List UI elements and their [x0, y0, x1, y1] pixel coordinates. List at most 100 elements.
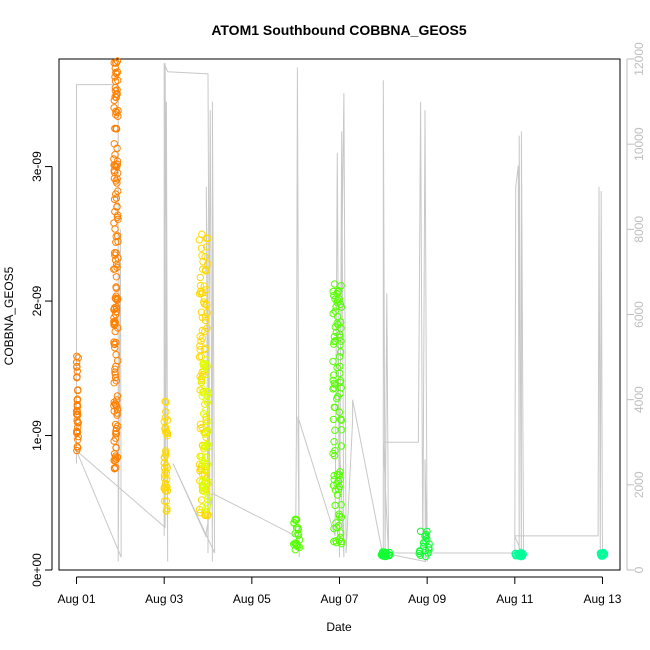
data-point — [380, 552, 388, 560]
data-point — [163, 429, 172, 438]
data-point — [204, 417, 212, 426]
data-point — [331, 337, 339, 345]
data-point — [112, 377, 121, 385]
data-point — [335, 295, 343, 303]
data-point — [336, 533, 345, 541]
data-point — [74, 386, 82, 395]
data-point — [112, 59, 120, 67]
data-point — [111, 256, 120, 264]
data-point — [110, 195, 119, 204]
data-point — [160, 497, 169, 505]
data-point — [202, 396, 210, 404]
data-point — [200, 345, 209, 354]
data-point — [112, 190, 120, 198]
data-point — [110, 174, 119, 183]
data-point — [162, 428, 170, 436]
x-tick-label: Aug 13 — [583, 592, 621, 606]
y-right-tick-label: 6000 — [632, 301, 646, 328]
data-point — [74, 419, 82, 427]
data-point — [74, 432, 82, 441]
data-point — [329, 415, 338, 424]
data-point — [111, 365, 119, 373]
x-axis-label: Date — [326, 620, 352, 634]
axes-group: Aug 01 Aug 03 Aug 05 Aug 07 Aug 09 Aug 11 Aug … — [30, 42, 646, 606]
data-point — [198, 230, 206, 238]
data-point — [335, 485, 343, 494]
data-point — [294, 524, 302, 532]
data-point — [73, 429, 81, 437]
data-point — [332, 303, 340, 311]
data-point — [336, 362, 344, 370]
data-point — [113, 175, 121, 183]
data-point — [416, 551, 425, 559]
data-point — [331, 426, 339, 434]
data-point — [330, 384, 338, 392]
data-point — [293, 540, 301, 548]
data-point — [112, 238, 120, 246]
data-point — [199, 258, 207, 266]
data-point — [73, 407, 82, 416]
data-point — [73, 358, 81, 366]
data-point — [73, 396, 82, 404]
data-point — [423, 527, 431, 536]
data-point — [196, 346, 204, 354]
data-point — [196, 273, 205, 282]
data-point — [113, 57, 122, 65]
y-tick-label: 1e-09 — [30, 420, 44, 451]
data-point — [162, 398, 170, 406]
data-point — [110, 338, 118, 346]
data-point — [110, 265, 118, 273]
data-point — [113, 203, 121, 211]
data-point — [111, 251, 119, 259]
data-point — [425, 544, 433, 552]
data-point — [111, 64, 120, 73]
data-point — [201, 253, 209, 261]
data-point — [196, 342, 204, 350]
data-point — [112, 430, 120, 438]
data-point — [202, 286, 211, 294]
data-point — [197, 308, 206, 316]
data-point — [160, 464, 169, 472]
data-point — [329, 385, 337, 393]
data-point — [163, 507, 171, 515]
data-point — [330, 438, 338, 446]
data-point — [112, 69, 121, 78]
data-point — [73, 402, 82, 410]
data-point — [112, 443, 120, 452]
data-point — [330, 524, 338, 533]
data-point — [598, 551, 606, 559]
data-point — [163, 486, 172, 495]
y-axis-label: COBBNA_GEOS5 — [2, 266, 16, 365]
data-point — [112, 424, 121, 433]
data-point — [201, 479, 209, 487]
y-right-tick-label: 12000 — [632, 42, 646, 76]
data-point — [111, 452, 120, 460]
data-point — [163, 432, 172, 440]
data-point — [336, 377, 345, 385]
y-right-tick-label: 2000 — [632, 471, 646, 498]
data-point — [204, 443, 213, 451]
data-point — [512, 551, 520, 560]
data-point — [112, 310, 120, 319]
data-point — [111, 318, 119, 326]
data-point — [200, 429, 208, 437]
data-point — [201, 430, 210, 438]
data-point — [113, 453, 122, 461]
y-tick-label: 3e-09 — [30, 151, 44, 182]
data-point — [337, 501, 345, 509]
data-point — [330, 379, 338, 387]
data-point — [163, 504, 171, 513]
data-point — [114, 106, 122, 115]
data-point — [73, 446, 81, 455]
data-point — [198, 503, 207, 511]
data-point — [113, 144, 121, 152]
data-point — [416, 548, 424, 556]
data-point — [163, 483, 171, 491]
data-point — [161, 480, 170, 488]
data-point — [111, 151, 119, 159]
data-point — [329, 449, 337, 458]
data-point — [197, 452, 206, 460]
data-point — [73, 362, 81, 371]
data-point — [199, 265, 207, 273]
